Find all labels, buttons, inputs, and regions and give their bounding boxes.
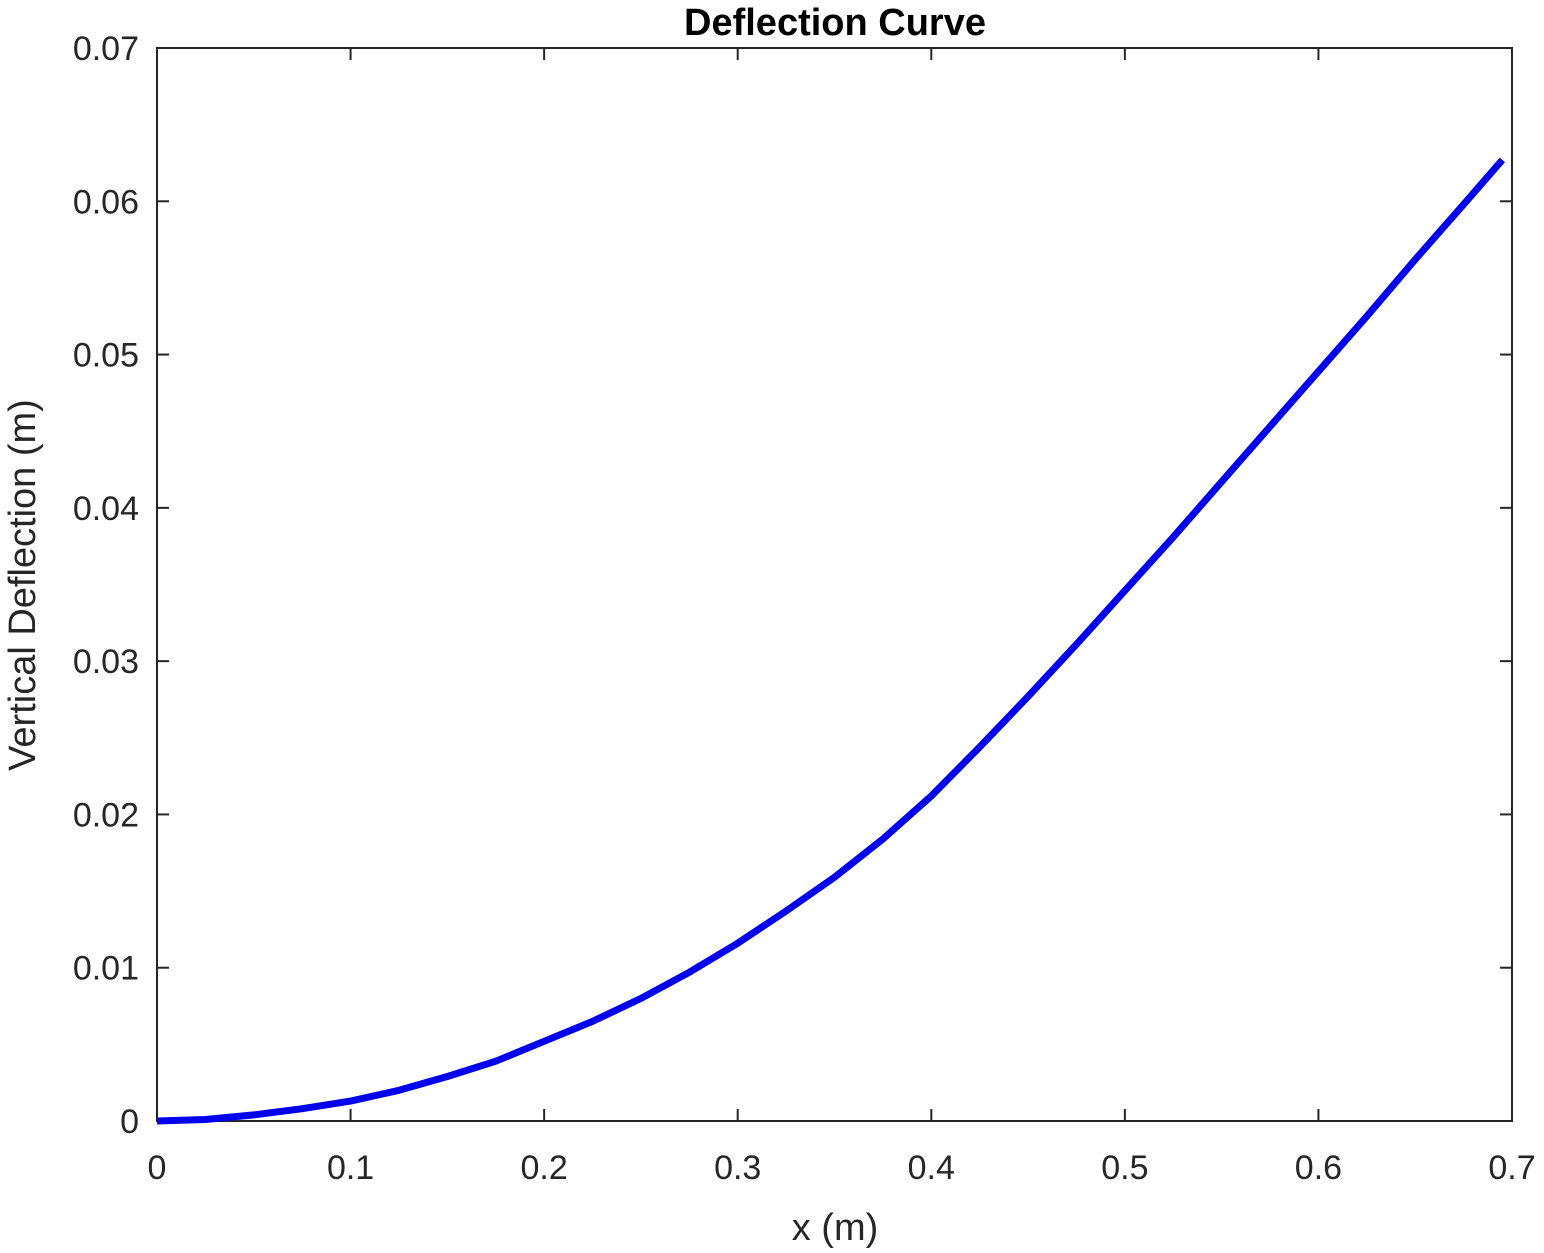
y-axis-label: Vertical Deflection (m) xyxy=(2,399,44,771)
plot-area: 0 0.1 0.2 0.3 0.4 0.5 0.6 0.7 0 0.01 0.02 0.03 0.04 0… xyxy=(73,30,1536,1187)
y-tick-label: 0.02 xyxy=(73,796,139,834)
x-tick-label: 0.4 xyxy=(908,1149,955,1187)
x-tick-label: 0.2 xyxy=(521,1149,568,1187)
deflection-series-line xyxy=(156,157,1505,1125)
y-tick-label: 0.01 xyxy=(73,950,139,988)
x-tick-label: 0.3 xyxy=(714,1149,761,1187)
x-tick-label: 0.7 xyxy=(1488,1149,1535,1187)
x-tick-label: 0 xyxy=(148,1149,167,1187)
chart-title: Deflection Curve xyxy=(684,2,986,44)
y-tick-label: 0.03 xyxy=(73,643,139,681)
x-tick-label: 0.6 xyxy=(1295,1149,1342,1187)
x-tick-label: 0.1 xyxy=(327,1149,374,1187)
x-tick-label: 0.5 xyxy=(1101,1149,1148,1187)
x-axis-label: x (m) xyxy=(792,1207,879,1249)
y-tick-label: 0.04 xyxy=(73,490,139,528)
y-tick-label: 0.06 xyxy=(73,183,139,221)
y-tick-label: 0 xyxy=(120,1103,139,1141)
axes-box xyxy=(156,47,1513,1122)
y-tick-label: 0.05 xyxy=(73,337,139,375)
y-tick-label: 0.07 xyxy=(73,30,139,68)
